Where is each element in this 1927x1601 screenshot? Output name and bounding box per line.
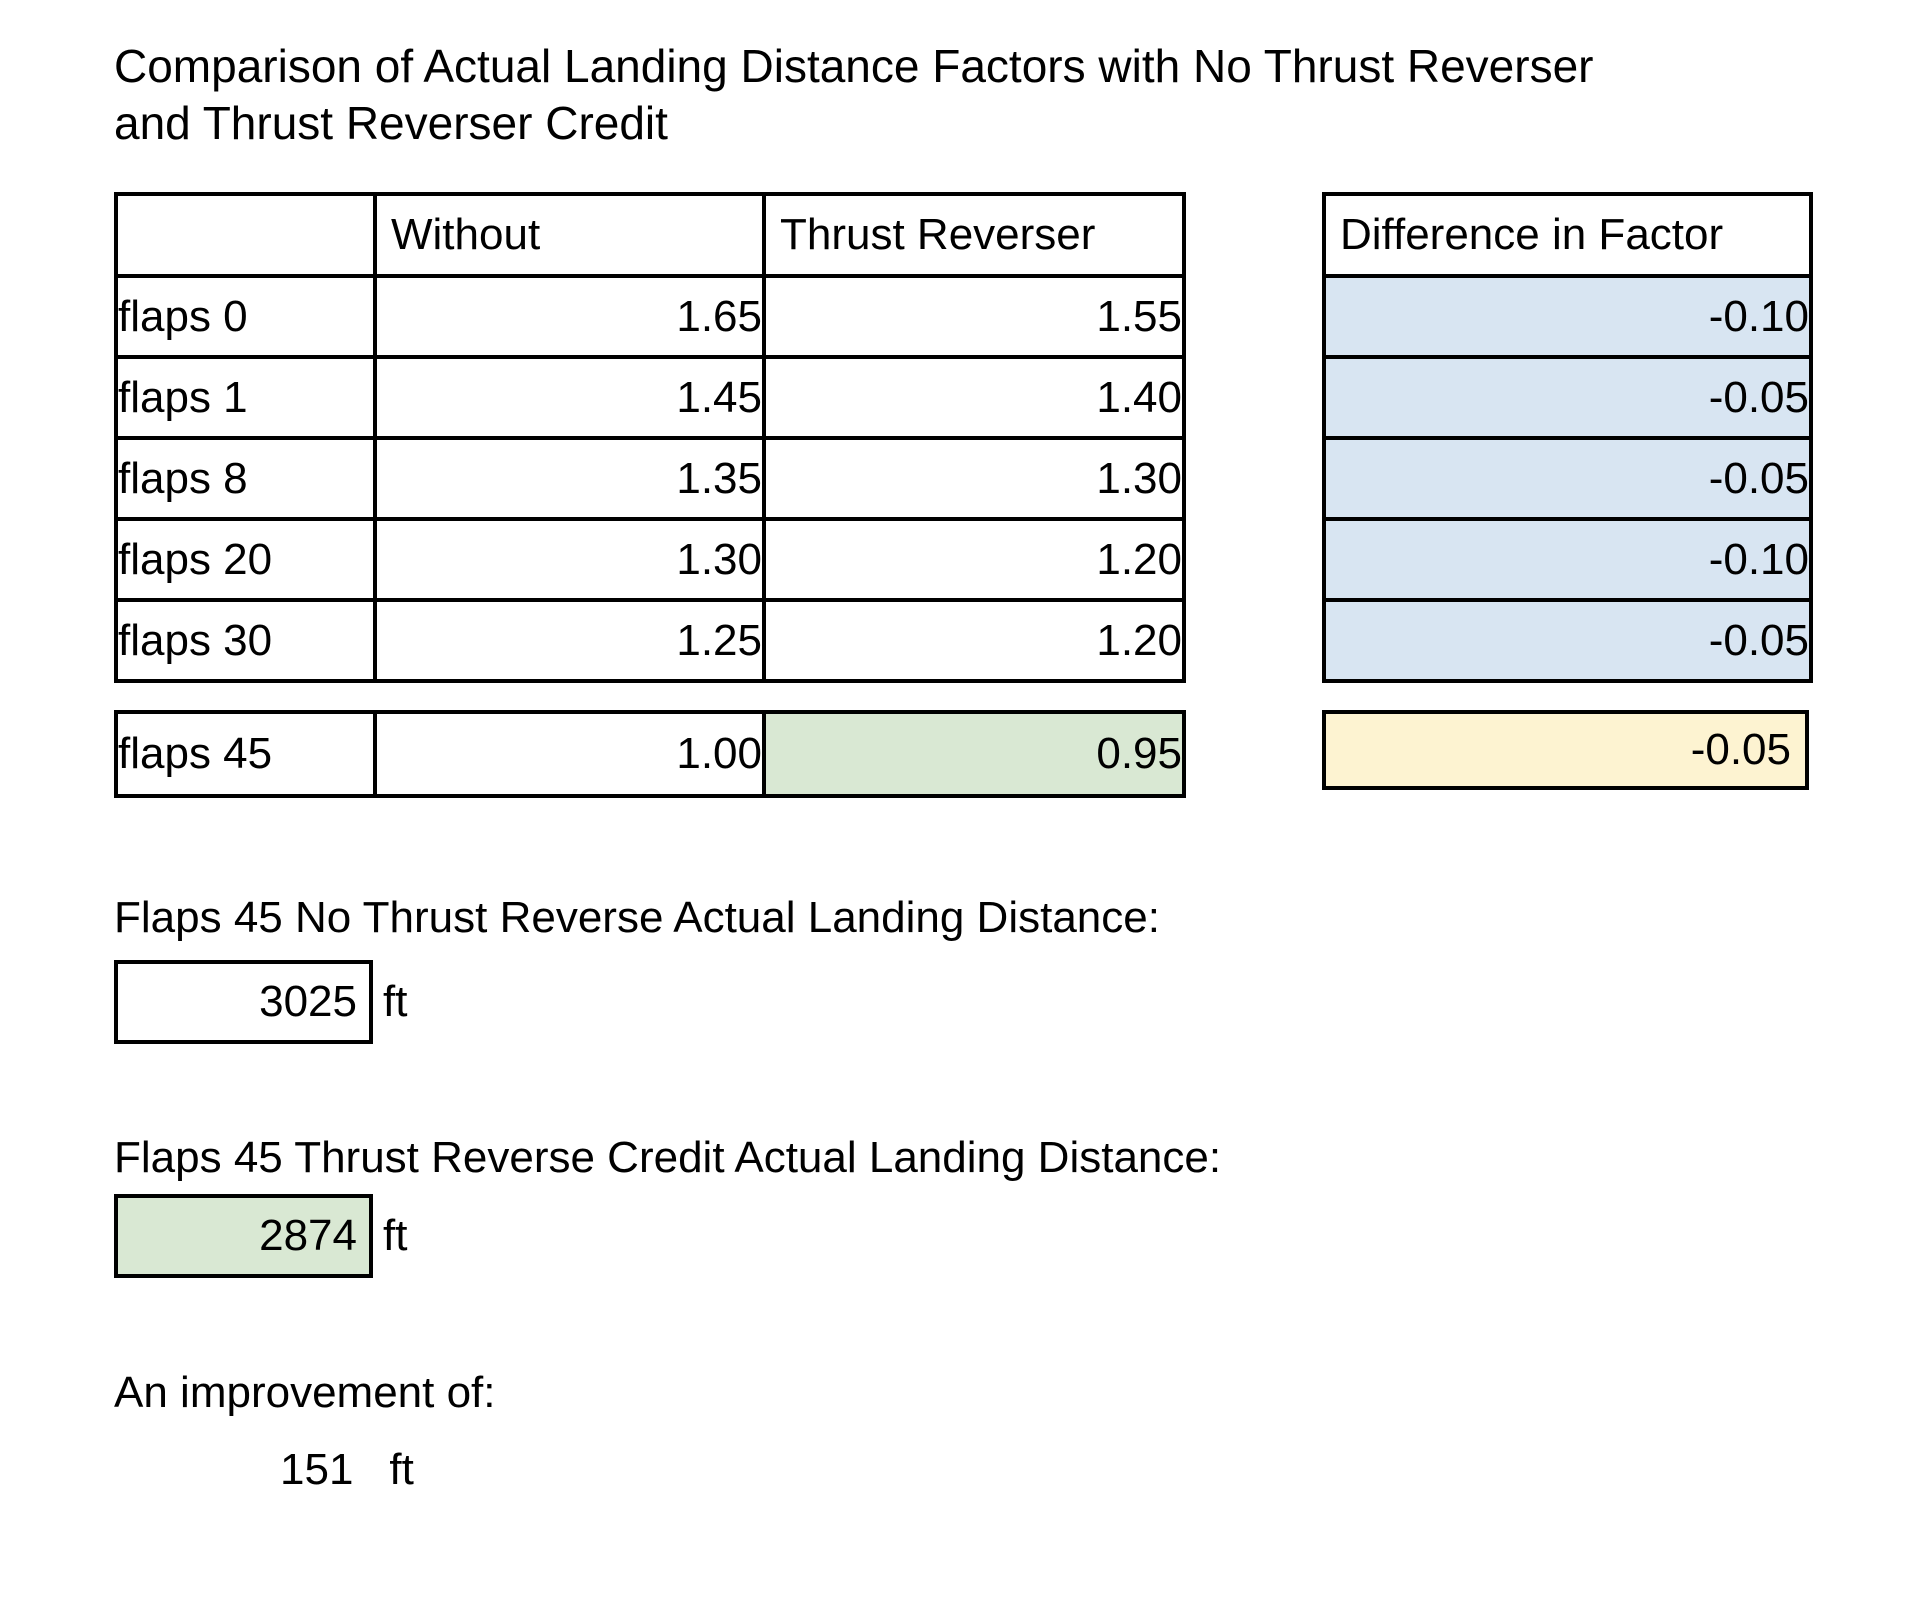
table-row-flaps-30: flaps 30 1.25 1.20 (114, 598, 1186, 683)
improvement-label: An improvement of: (114, 1368, 496, 1417)
row-label-flaps-1: flaps 1 (114, 355, 377, 440)
without-value-flaps-8: 1.35 (373, 436, 766, 521)
table-row-flaps-45: flaps 45 1.00 0.95 (114, 710, 1186, 798)
improvement-unit: ft (389, 1445, 414, 1494)
table-row-flaps-0: flaps 0 1.65 1.55 (114, 274, 1186, 359)
difference-value-flaps-30: -0.05 (1322, 598, 1813, 683)
reverser-credit-distance-value-box[interactable]: 2874 (114, 1194, 373, 1278)
without-value-flaps-45: 1.00 (373, 710, 766, 798)
improvement-value: 151 (280, 1445, 354, 1494)
difference-row-flaps-20: -0.10 (1322, 517, 1813, 602)
without-value-flaps-0: 1.65 (373, 274, 766, 359)
thrust-reverser-value-flaps-1: 1.40 (762, 355, 1186, 440)
difference-row-flaps-1: -0.05 (1322, 355, 1813, 440)
difference-row-flaps-30: -0.05 (1322, 598, 1813, 683)
page-title-line2: and Thrust Reverser Credit (114, 97, 668, 149)
thrust-reverser-value-flaps-30: 1.20 (762, 598, 1186, 683)
difference-header-row: Difference in Factor (1322, 192, 1813, 278)
table-row-flaps-8: flaps 8 1.35 1.30 (114, 436, 1186, 521)
row-label-flaps-0: flaps 0 (114, 274, 377, 359)
difference-row-flaps-8: -0.05 (1322, 436, 1813, 521)
col-header-without: Without (373, 192, 766, 278)
thrust-reverser-value-flaps-8: 1.30 (762, 436, 1186, 521)
flaps45-difference-cell: -0.05 (1322, 710, 1809, 790)
without-value-flaps-20: 1.30 (373, 517, 766, 602)
no-reverser-distance-value-box[interactable]: 3025 (114, 960, 373, 1044)
thrust-reverser-value-flaps-0: 1.55 (762, 274, 1186, 359)
landing-factors-table: Without Thrust Reverser flaps 0 1.65 1.5… (114, 192, 1186, 683)
row-label-flaps-8: flaps 8 (114, 436, 377, 521)
without-value-flaps-1: 1.45 (373, 355, 766, 440)
factors-header-row: Without Thrust Reverser (114, 192, 1186, 278)
reverser-credit-distance-row: 2874 ft (114, 1194, 407, 1278)
row-label-flaps-20: flaps 20 (114, 517, 377, 602)
difference-value-flaps-1: -0.05 (1322, 355, 1813, 440)
without-value-flaps-30: 1.25 (373, 598, 766, 683)
thrust-reverser-value-flaps-45: 0.95 (762, 710, 1186, 798)
difference-value-flaps-8: -0.05 (1322, 436, 1813, 521)
table-row-flaps-20: flaps 20 1.30 1.20 (114, 517, 1186, 602)
col-header-thrust-reverser: Thrust Reverser (762, 192, 1186, 278)
no-reverser-distance-label: Flaps 45 No Thrust Reverse Actual Landin… (114, 893, 1160, 942)
reverser-credit-distance-unit: ft (383, 1211, 408, 1260)
reverser-credit-distance-label: Flaps 45 Thrust Reverse Credit Actual La… (114, 1133, 1222, 1182)
thrust-reverser-value-flaps-20: 1.20 (762, 517, 1186, 602)
table-row-flaps-1: flaps 1 1.45 1.40 (114, 355, 1186, 440)
difference-table-header: Difference in Factor (1322, 192, 1813, 278)
difference-row-flaps-0: -0.10 (1322, 274, 1813, 359)
row-label-flaps-45: flaps 45 (114, 710, 377, 798)
page-title: Comparison of Actual Landing Distance Fa… (114, 38, 1593, 152)
no-reverser-distance-row: 3025 ft (114, 960, 407, 1044)
header-empty-corner (114, 192, 377, 278)
no-reverser-distance-unit: ft (383, 977, 408, 1026)
improvement-row: 151 ft (280, 1445, 414, 1495)
page-title-line1: Comparison of Actual Landing Distance Fa… (114, 40, 1594, 92)
flaps45-row-table: flaps 45 1.00 0.95 (114, 710, 1186, 798)
difference-value-flaps-0: -0.10 (1322, 274, 1813, 359)
difference-value-flaps-20: -0.10 (1322, 517, 1813, 602)
row-label-flaps-30: flaps 30 (114, 598, 377, 683)
difference-table: Difference in Factor -0.10 -0.05 -0.05 -… (1322, 192, 1813, 683)
